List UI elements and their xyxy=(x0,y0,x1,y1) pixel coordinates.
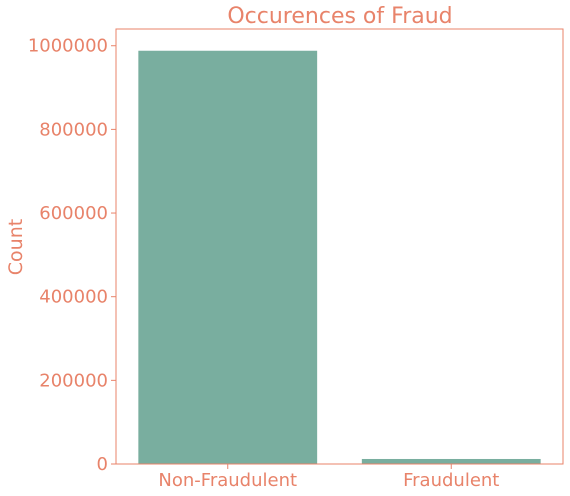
y-axis-ticks: 0 200000 400000 600000 800000 1000000 xyxy=(28,36,116,475)
y-tick-label: 200000 xyxy=(39,370,108,391)
bar-non-fraudulent xyxy=(138,50,318,464)
bars-group xyxy=(138,50,541,464)
chart-title: Occurences of Fraud xyxy=(227,4,452,29)
y-axis-label: Count xyxy=(5,219,27,275)
x-tick-label: Fraudulent xyxy=(403,470,499,491)
x-tick-label: Non-Fraudulent xyxy=(158,470,297,491)
y-tick-label: 0 xyxy=(97,454,108,475)
y-tick-label: 400000 xyxy=(39,287,108,308)
y-tick-label: 1000000 xyxy=(28,36,108,57)
plot-frame xyxy=(115,28,564,465)
y-tick-label: 600000 xyxy=(39,203,108,224)
y-tick-label: 800000 xyxy=(39,119,108,140)
bar-fraudulent xyxy=(361,458,541,464)
x-axis-ticks: Non-Fraudulent Fraudulent xyxy=(158,464,499,491)
